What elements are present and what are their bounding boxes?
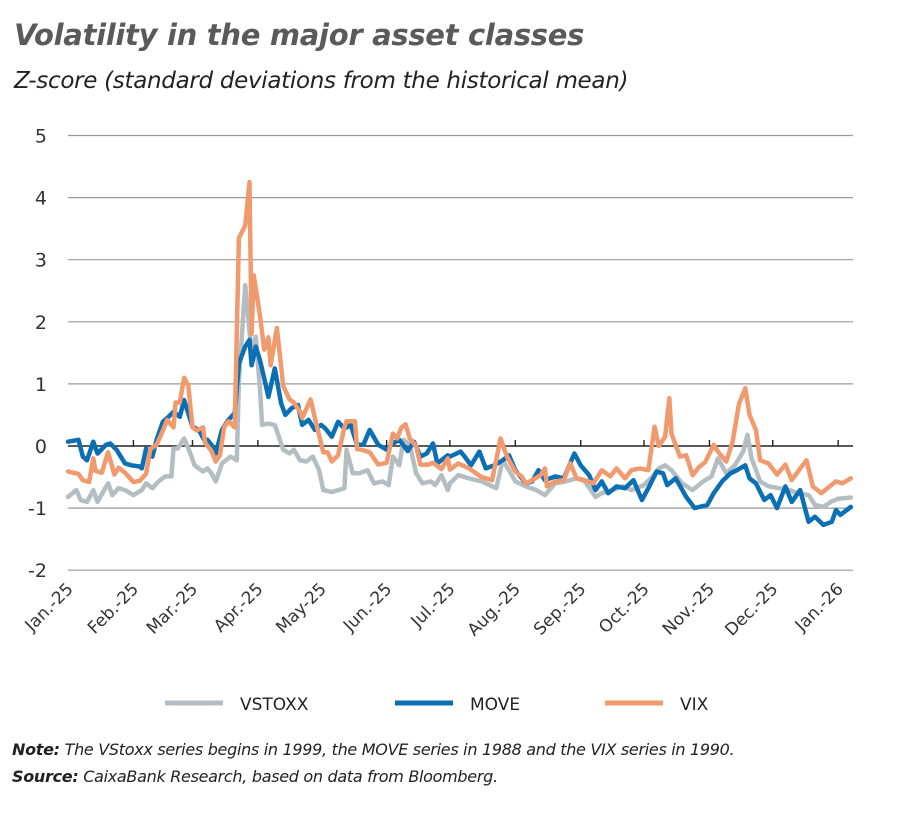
x-tick-label: Aug.-25 xyxy=(464,579,525,640)
x-tick-label: Nov.-25 xyxy=(659,579,719,639)
source-label: Source: xyxy=(12,767,79,786)
series-lines xyxy=(65,179,854,528)
x-tick-label: May-25 xyxy=(272,579,330,637)
gridlines xyxy=(68,134,853,571)
y-tick-label: 0 xyxy=(35,436,47,458)
y-axis-ticks: 5 4 3 2 1 0 -1 -2 xyxy=(28,126,47,583)
y-tick-label: 5 xyxy=(35,126,47,148)
series-line-vix xyxy=(65,179,854,496)
note-text: The VStoxx series begins in 1999, the MO… xyxy=(64,740,735,759)
x-tick-label: Mar.-25 xyxy=(143,579,202,638)
y-tick-label: -1 xyxy=(28,498,47,520)
y-tick-label: 2 xyxy=(35,312,47,334)
x-tick-label: Oct.-25 xyxy=(595,579,653,637)
legend-label-move: MOVE xyxy=(470,695,520,715)
chart-title: Volatility in the major asset classes xyxy=(14,18,585,52)
chart-subtitle: Z-score (standard deviations from the hi… xyxy=(14,68,629,94)
x-tick-label: Feb.-25 xyxy=(84,579,143,638)
x-tick-label: Jul.-25 xyxy=(407,579,460,632)
x-tick-label: Apr.-25 xyxy=(210,579,267,636)
x-tick-label: Jun.-25 xyxy=(339,579,396,636)
source-text: CaixaBank Research, based on data from B… xyxy=(83,767,498,786)
x-axis-tick-labels: Jan.-25 Feb.-25 Mar.-25 Apr.-25 May-25 Jun.-2… xyxy=(21,579,848,640)
legend-label-vix: VIX xyxy=(680,695,709,715)
y-tick-label: -2 xyxy=(28,560,47,582)
x-tick-label: Jan.-26 xyxy=(791,579,848,636)
y-tick-label: 4 xyxy=(35,188,47,210)
x-tick-label: Dec.-25 xyxy=(721,579,782,640)
y-tick-label: 1 xyxy=(35,374,47,396)
legend: VSTOXX MOVE VIX xyxy=(165,695,709,715)
source: Source: CaixaBank Research, based on dat… xyxy=(12,767,498,786)
series-line-move xyxy=(65,337,854,528)
x-tick-label: Jan.-25 xyxy=(21,579,78,636)
series-line-vstoxx xyxy=(65,282,854,510)
y-tick-label: 3 xyxy=(35,250,47,272)
note: Note: The VStoxx series begins in 1999, … xyxy=(12,740,735,759)
note-label: Note: xyxy=(12,740,60,759)
legend-label-vstoxx: VSTOXX xyxy=(240,695,309,715)
x-tick-label: Sep.-25 xyxy=(530,579,590,639)
